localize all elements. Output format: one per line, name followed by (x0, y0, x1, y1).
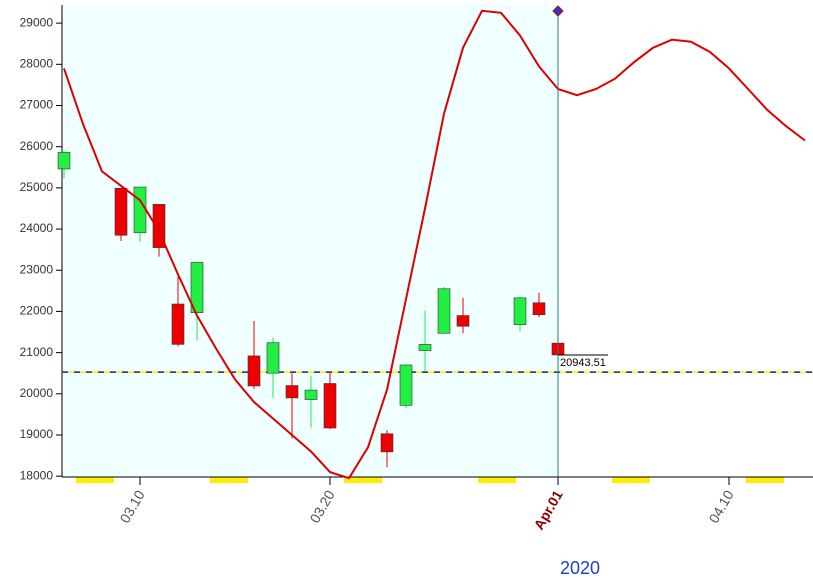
candle-body (323, 383, 337, 429)
candle-body (532, 302, 546, 316)
y-tick-label: 27000 (20, 98, 54, 112)
y-tick-label: 22000 (20, 304, 54, 318)
history-area (62, 5, 558, 477)
candle-body (437, 288, 451, 334)
last-price-label: 20943.51 (560, 357, 606, 369)
y-tick-label: 18000 (20, 468, 54, 482)
y-tick-label: 19000 (20, 427, 54, 441)
x-axis-year: 2020 (560, 558, 600, 578)
candle-body (190, 262, 204, 313)
y-tick-label: 23000 (20, 262, 54, 276)
candle-body (171, 303, 185, 345)
candle-body (418, 344, 432, 351)
candle-body (247, 355, 261, 387)
y-tick-label: 29000 (20, 15, 54, 29)
candle-body (399, 364, 413, 406)
candle-body (57, 152, 71, 170)
weekend-markers (76, 477, 784, 483)
candle-body (114, 187, 128, 236)
candle-body (266, 342, 280, 374)
candle-body (456, 315, 470, 327)
y-tick-label: 21000 (20, 345, 54, 359)
y-tick-label: 26000 (20, 139, 54, 153)
candle-body (133, 186, 147, 234)
candle-body (285, 385, 299, 399)
y-tick-label: 24000 (20, 221, 54, 235)
y-tick-label: 28000 (20, 56, 54, 70)
candle-body (304, 389, 318, 400)
candle-body (513, 297, 527, 325)
candle-body (380, 433, 394, 453)
forecast-line (63, 9, 806, 480)
y-tick-label: 20000 (20, 386, 54, 400)
y-tick-label: 25000 (20, 180, 54, 194)
cursor-marker (552, 5, 564, 17)
